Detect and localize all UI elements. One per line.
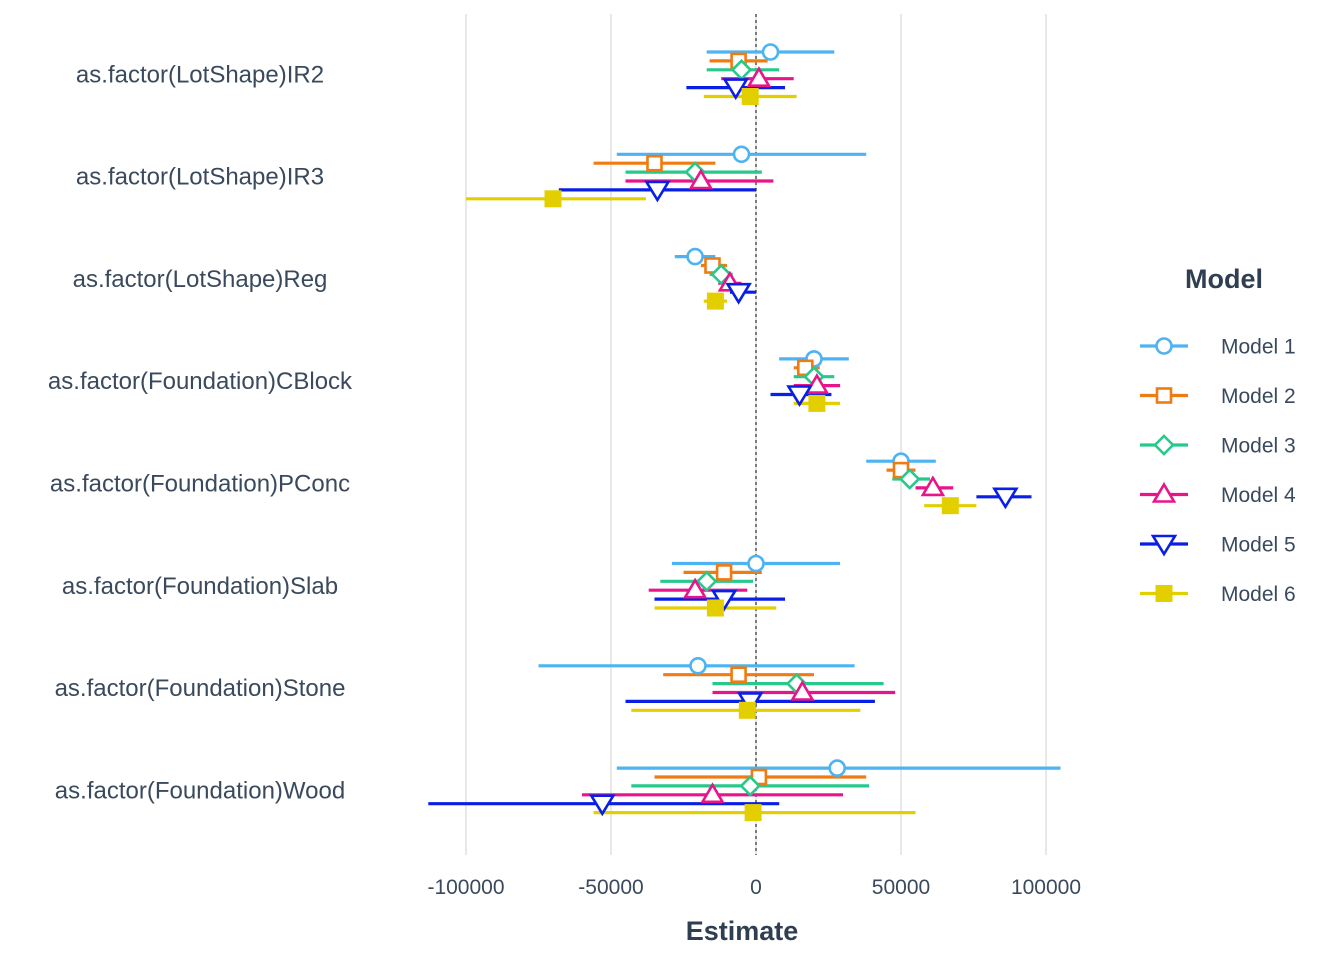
legend-label: Model 1 — [1221, 336, 1296, 359]
point-estimate — [706, 599, 724, 617]
point-estimate — [898, 468, 921, 490]
point-estimate — [739, 775, 762, 797]
point-estimate — [722, 78, 750, 101]
point-estimate — [741, 88, 759, 105]
y-tick-label: as.factor(Foundation)Stone — [55, 675, 346, 702]
legend-key-marker — [1153, 434, 1175, 456]
point-estimate — [992, 487, 1019, 510]
x-tick-label: 0 — [750, 876, 762, 899]
point-estimate — [920, 475, 946, 497]
point-estimate — [715, 564, 733, 581]
legend-label: Model 3 — [1221, 435, 1296, 458]
x-axis-label: Estimate — [686, 916, 799, 946]
x-tick-label: 100000 — [1011, 876, 1081, 899]
point-estimate — [828, 759, 847, 777]
point-estimate — [686, 247, 704, 266]
point-estimate — [730, 666, 747, 684]
point-estimate — [689, 656, 707, 675]
y-tick-label: as.factor(LotShape)IR2 — [76, 61, 324, 88]
point-estimate — [738, 701, 756, 719]
point-estimate — [695, 570, 718, 593]
point-estimate — [725, 282, 752, 305]
point-estimate — [761, 43, 780, 61]
y-tick-label: as.factor(Foundation)Slab — [62, 573, 338, 600]
x-tick-label: -50000 — [578, 876, 643, 899]
point-estimate — [588, 794, 616, 817]
legend-key-marker — [1155, 337, 1173, 355]
point-estimate — [688, 168, 714, 190]
point-estimate — [732, 145, 751, 164]
point-estimate — [786, 385, 813, 407]
point-estimate — [544, 190, 562, 208]
legend-label: Model 4 — [1221, 484, 1296, 507]
y-tick-label: as.factor(LotShape)IR3 — [76, 164, 324, 191]
x-tick-label: 50000 — [872, 876, 930, 899]
point-estimate — [644, 180, 671, 203]
point-estimate — [790, 679, 815, 701]
point-estimate — [941, 497, 959, 515]
y-tick-label: as.factor(Foundation)Wood — [55, 777, 345, 804]
y-tick-label: as.factor(Foundation)PConc — [50, 470, 350, 497]
point-estimate — [700, 782, 725, 804]
point-estimate — [804, 373, 830, 394]
point-estimate — [682, 577, 708, 599]
point-estimate — [744, 804, 762, 822]
legend-key-marker — [1155, 387, 1173, 404]
point-estimate — [747, 554, 765, 573]
legend-label: Model 6 — [1221, 583, 1296, 606]
x-tick-label: -100000 — [427, 876, 504, 899]
point-estimate — [746, 66, 772, 87]
y-tick-label: as.factor(LotShape)Reg — [73, 266, 328, 293]
point-estimate — [646, 154, 663, 172]
y-tick-label: as.factor(Foundation)CBlock — [48, 368, 353, 395]
legend-label: Model 5 — [1221, 534, 1296, 557]
legend-key-marker — [1155, 585, 1173, 602]
legend-title: Model — [1185, 264, 1263, 294]
point-estimate — [706, 292, 724, 310]
legend-key-marker — [1151, 481, 1177, 503]
point-estimate — [808, 394, 826, 412]
legend-key-marker — [1150, 534, 1178, 557]
legend-label: Model 2 — [1221, 385, 1296, 408]
